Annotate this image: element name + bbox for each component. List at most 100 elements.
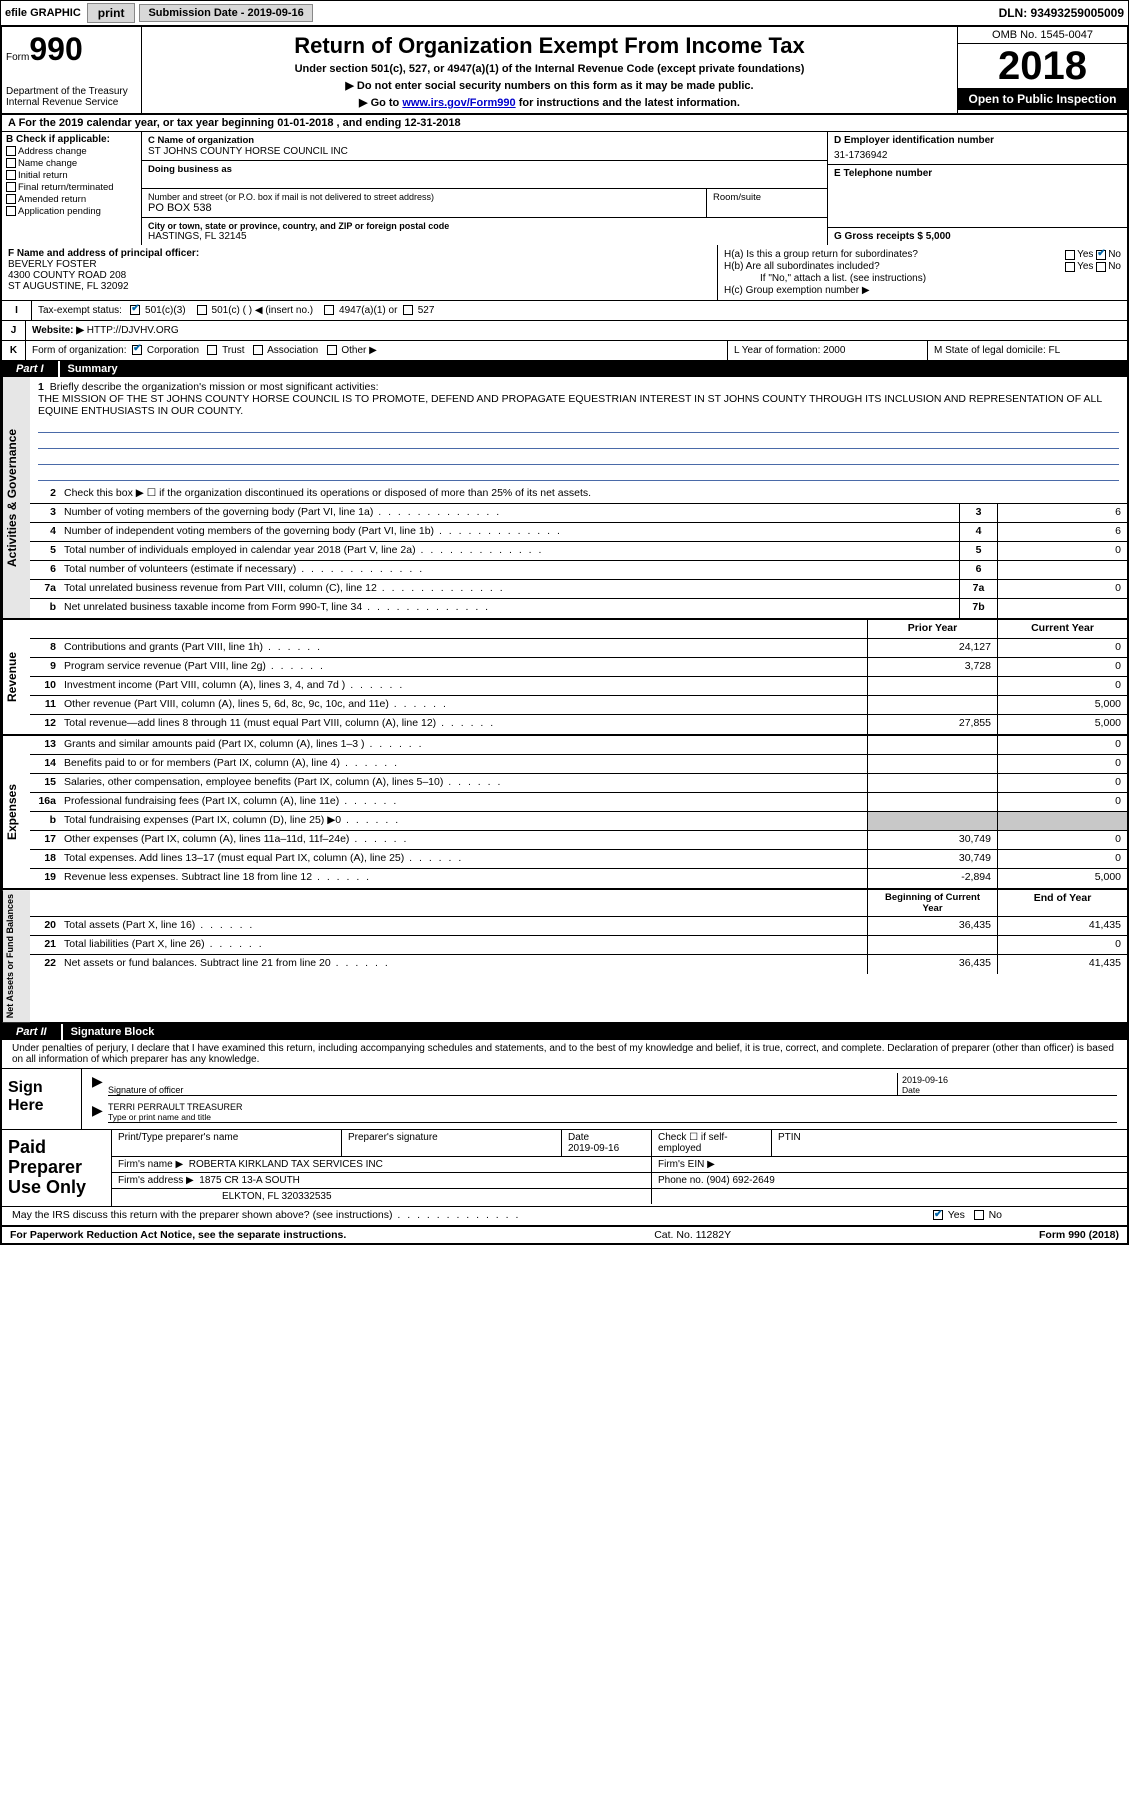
- ha-no[interactable]: [1096, 250, 1106, 260]
- form-title: Return of Organization Exempt From Incom…: [150, 33, 949, 59]
- table-row: 9Program service revenue (Part VIII, lin…: [30, 658, 1127, 677]
- discuss-yes[interactable]: [933, 1210, 943, 1220]
- header-left: Form990 Department of the Treasury Inter…: [2, 27, 142, 113]
- firm-ein: Firm's EIN ▶: [652, 1157, 1127, 1172]
- org-info-section: B Check if applicable: Address change Na…: [0, 132, 1129, 245]
- ha-yes[interactable]: [1065, 250, 1075, 260]
- hb-yes[interactable]: [1065, 262, 1075, 272]
- mission-text: THE MISSION OF THE ST JOHNS COUNTY HORSE…: [38, 393, 1102, 417]
- side-revenue: Revenue: [2, 620, 30, 734]
- side-netassets: Net Assets or Fund Balances: [2, 890, 30, 1022]
- discuss-no[interactable]: [974, 1210, 984, 1220]
- hb-note: If "No," attach a list. (see instruction…: [724, 273, 1121, 284]
- discuss-label: May the IRS discuss this return with the…: [2, 1207, 927, 1225]
- chk-4947[interactable]: [324, 305, 334, 315]
- table-row: 6Total number of volunteers (estimate if…: [30, 561, 1127, 580]
- table-row: 13Grants and similar amounts paid (Part …: [30, 736, 1127, 755]
- side-expenses: Expenses: [2, 736, 30, 888]
- chk-assoc[interactable]: [253, 345, 263, 355]
- mission-block: 1 Briefly describe the organization's mi…: [30, 377, 1127, 485]
- chk-corp[interactable]: [132, 345, 142, 355]
- tax-year: 2018: [958, 44, 1127, 88]
- table-row: 10Investment income (Part VIII, column (…: [30, 677, 1127, 696]
- table-row: 12Total revenue—add lines 8 through 11 (…: [30, 715, 1127, 734]
- officer-label: F Name and address of principal officer:: [8, 248, 711, 259]
- hb-label: H(b) Are all subordinates included?: [724, 261, 1065, 272]
- form-note1: ▶ Do not enter social security numbers o…: [150, 79, 949, 92]
- box-b: B Check if applicable: Address change Na…: [2, 132, 142, 245]
- submission-date: Submission Date - 2019-09-16: [139, 4, 312, 22]
- sig-arrow-icon: ▶: [92, 1073, 108, 1096]
- prep-sig-label: Preparer's signature: [342, 1130, 562, 1156]
- prep-date: Date 2019-09-16: [562, 1130, 652, 1156]
- gross-receipts: G Gross receipts $ 5,000: [834, 231, 951, 242]
- sign-here-row: Sign Here ▶ Signature of officer 2019-09…: [2, 1069, 1127, 1130]
- table-row: 20Total assets (Part X, line 16)36,43541…: [30, 917, 1127, 936]
- table-row: 22Net assets or fund balances. Subtract …: [30, 955, 1127, 974]
- chk-name[interactable]: [6, 158, 16, 168]
- form-header: Form990 Department of the Treasury Inter…: [0, 27, 1129, 115]
- top-bar: efile GRAPHIC print Submission Date - 20…: [0, 0, 1129, 27]
- phone-label: E Telephone number: [834, 168, 1121, 179]
- state-domicile: M State of legal domicile: FL: [927, 341, 1127, 360]
- ha-label: H(a) Is this a group return for subordin…: [724, 249, 1065, 260]
- table-row: 14Benefits paid to or for members (Part …: [30, 755, 1127, 774]
- form-number: 990: [29, 31, 82, 67]
- irs-link[interactable]: www.irs.gov/Form990: [402, 97, 515, 109]
- table-row: 2Check this box ▶ ☐ if the organization …: [30, 485, 1127, 504]
- preparer-row: Paid Preparer Use Only Print/Type prepar…: [2, 1130, 1127, 1205]
- hb-no[interactable]: [1096, 262, 1106, 272]
- table-row: bTotal fundraising expenses (Part IX, co…: [30, 812, 1127, 831]
- prep-ptin: PTIN: [772, 1130, 1127, 1156]
- print-button[interactable]: print: [87, 3, 136, 23]
- chk-trust[interactable]: [207, 345, 217, 355]
- department-label: Department of the Treasury Internal Reve…: [6, 86, 137, 108]
- header-right: OMB No. 1545-0047 2018 Open to Public In…: [957, 27, 1127, 113]
- city-label: City or town, state or province, country…: [148, 221, 821, 231]
- table-row: 4Number of independent voting members of…: [30, 523, 1127, 542]
- prior-year-header: Prior Year: [867, 620, 997, 638]
- hc-label: H(c) Group exemption number ▶: [724, 285, 870, 296]
- form-note2: ▶ Go to www.irs.gov/Form990 for instruct…: [150, 96, 949, 109]
- box-b-header: B Check if applicable:: [6, 134, 137, 145]
- form-org-row: K Form of organization: Corporation Trus…: [0, 341, 1129, 361]
- footer-mid: Cat. No. 11282Y: [346, 1229, 1039, 1241]
- signature-area: Under penalties of perjury, I declare th…: [0, 1040, 1129, 1226]
- ein-label: D Employer identification number: [834, 135, 1121, 146]
- box-f: F Name and address of principal officer:…: [2, 245, 717, 300]
- open-public-label: Open to Public Inspection: [958, 88, 1127, 110]
- chk-501c3[interactable]: [130, 305, 140, 315]
- officer-signature-field[interactable]: Signature of officer: [108, 1073, 897, 1096]
- org-name: ST JOHNS COUNTY HORSE COUNCIL INC: [148, 146, 821, 157]
- sign-here-label: Sign Here: [2, 1069, 82, 1129]
- efile-label: efile GRAPHIC: [5, 7, 81, 19]
- table-row: 11Other revenue (Part VIII, column (A), …: [30, 696, 1127, 715]
- officer-addr2: ST AUGUSTINE, FL 32092: [8, 281, 711, 292]
- ein-value: 31-1736942: [834, 146, 1121, 161]
- chk-501c[interactable]: [197, 305, 207, 315]
- org-address: PO BOX 538: [148, 202, 700, 214]
- footer-right: Form 990 (2018): [1039, 1229, 1119, 1241]
- officer-addr1: 4300 COUNTY ROAD 208: [8, 270, 711, 281]
- chk-address[interactable]: [6, 146, 16, 156]
- prep-name-label: Print/Type preparer's name: [112, 1130, 342, 1156]
- footer-left: For Paperwork Reduction Act Notice, see …: [10, 1229, 346, 1241]
- room-label: Room/suite: [707, 189, 827, 217]
- chk-other[interactable]: [327, 345, 337, 355]
- table-row: 15Salaries, other compensation, employee…: [30, 774, 1127, 793]
- chk-amended[interactable]: [6, 194, 16, 204]
- prep-selfemp: Check ☐ if self-employed: [652, 1130, 772, 1156]
- current-year-header: Current Year: [997, 620, 1127, 638]
- begin-year-header: Beginning of Current Year: [867, 890, 997, 916]
- chk-initial[interactable]: [6, 170, 16, 180]
- table-row: 3Number of voting members of the governi…: [30, 504, 1127, 523]
- table-row: 21Total liabilities (Part X, line 26)0: [30, 936, 1127, 955]
- firm-addr2: ELKTON, FL 320332535: [112, 1189, 652, 1204]
- tax-status-row: I Tax-exempt status: 501(c)(3) 501(c) ( …: [0, 301, 1129, 321]
- officer-name-field: TERRI PERRAULT TREASURER Type or print n…: [108, 1102, 1117, 1123]
- dba-label: Doing business as: [148, 164, 821, 175]
- box-h: H(a) Is this a group return for subordin…: [717, 245, 1127, 300]
- chk-pending[interactable]: [6, 206, 16, 216]
- chk-final[interactable]: [6, 182, 16, 192]
- chk-527[interactable]: [403, 305, 413, 315]
